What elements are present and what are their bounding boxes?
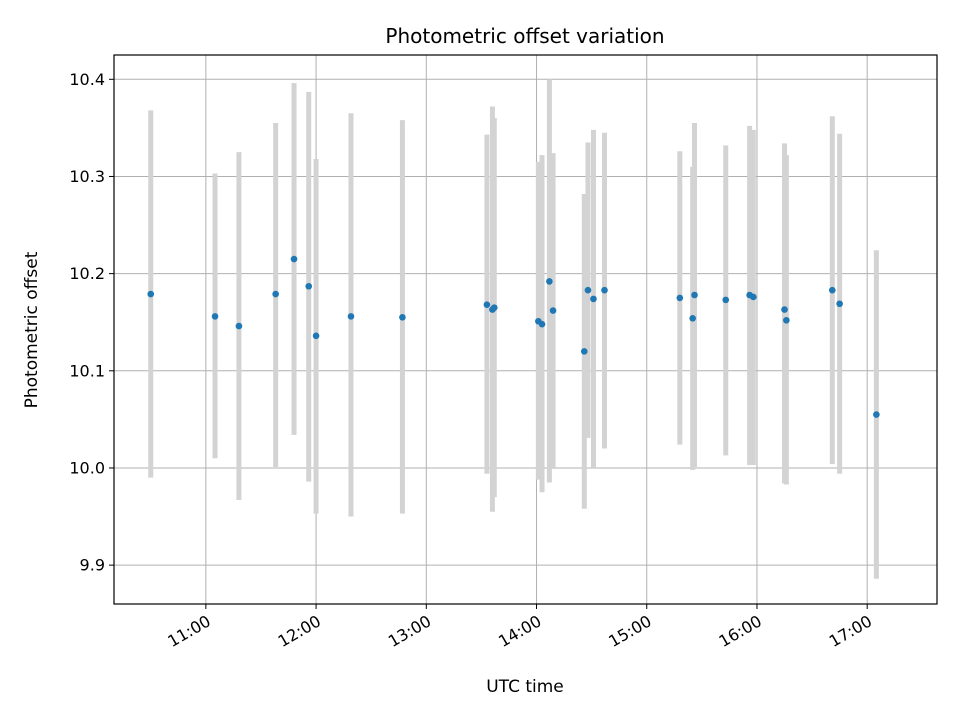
data-point	[538, 320, 546, 328]
data-point	[305, 282, 313, 290]
error-bars	[148, 79, 879, 579]
data-point	[147, 290, 155, 298]
data-point	[689, 315, 696, 322]
data-point	[549, 307, 557, 314]
data-point	[781, 306, 788, 313]
data-point	[490, 304, 498, 311]
x-tick-label: 11:00	[164, 611, 213, 651]
data-point	[783, 316, 790, 324]
y-tick-label: 10.0	[69, 458, 105, 477]
x-tick-label: 16:00	[716, 611, 765, 651]
data-point	[601, 286, 608, 294]
y-tick-label: 10.2	[69, 264, 105, 283]
x-tick-label: 15:00	[605, 611, 654, 651]
y-tick-label: 9.9	[80, 556, 105, 575]
data-point	[584, 286, 592, 294]
grid	[114, 55, 937, 604]
plot-frame	[113, 54, 938, 605]
x-axis-ticks: 11:00 12:00 13:00 14:00 15:00 16:00 17:00	[164, 604, 875, 651]
data-point	[676, 294, 684, 302]
data-point	[312, 332, 320, 340]
y-tick-label: 10.4	[69, 70, 105, 89]
data-point	[235, 322, 243, 330]
x-tick-label: 13:00	[385, 611, 434, 651]
y-tick-label: 10.1	[69, 361, 105, 380]
data-point	[272, 290, 279, 298]
x-axis-label: UTC time	[486, 677, 564, 697]
data-point	[483, 301, 491, 309]
data-point	[580, 348, 588, 355]
data-point	[590, 295, 597, 303]
y-axis-label: Photometric offset	[22, 251, 42, 408]
x-tick-label: 17:00	[826, 611, 875, 651]
y-tick-label: 10.3	[69, 167, 105, 186]
data-point	[691, 291, 698, 299]
data-point	[749, 293, 757, 301]
y-axis-ticks: 9.9 10.0 10.1 10.2 10.3 10.4	[69, 70, 114, 575]
data-point	[828, 286, 836, 294]
data-point	[836, 300, 843, 308]
data-point	[399, 314, 406, 321]
data-point	[873, 411, 880, 418]
data-point	[722, 296, 730, 304]
data-points	[147, 255, 880, 418]
data-point	[347, 313, 355, 320]
x-tick-label: 12:00	[275, 611, 324, 651]
data-point	[211, 313, 219, 320]
data-point	[546, 278, 553, 285]
data-point	[290, 255, 298, 263]
chart-title: Photometric offset variation	[385, 24, 664, 48]
x-tick-label: 14:00	[495, 611, 544, 651]
